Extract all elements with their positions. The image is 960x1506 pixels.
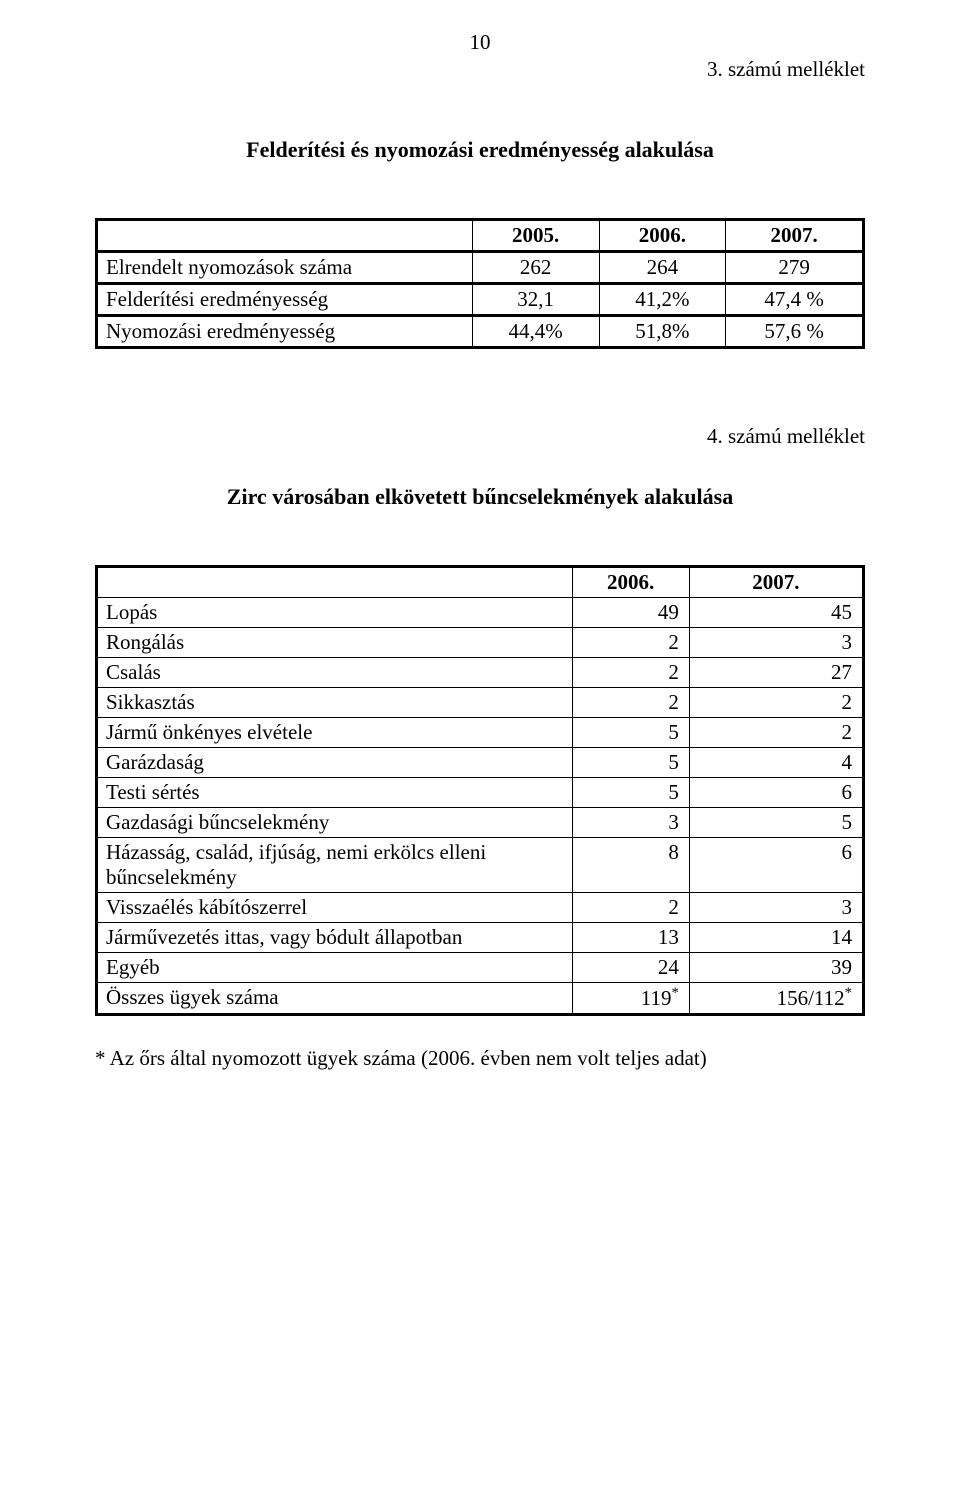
table-header-cell: 2005. bbox=[472, 220, 599, 252]
table-row: Házasság, család, ifjúság, nemi erkölcs … bbox=[97, 838, 864, 893]
total-2007: 156/112 bbox=[777, 986, 845, 1010]
table-cell: 119* bbox=[572, 983, 689, 1015]
page-number: 10 bbox=[95, 30, 865, 55]
table-cell: Felderítési eredményesség bbox=[97, 284, 473, 316]
table-header-cell: 2006. bbox=[599, 220, 726, 252]
table-cell: Visszaélés kábítószerrel bbox=[97, 893, 573, 923]
table-row: Gazdasági bűncselekmény 3 5 bbox=[97, 808, 864, 838]
attachment-label-1: 3. számú melléklet bbox=[95, 57, 865, 82]
table-cell: 41,2% bbox=[599, 284, 726, 316]
table-cell: 39 bbox=[689, 953, 863, 983]
table-row: Felderítési eredményesség 32,1 41,2% 47,… bbox=[97, 284, 864, 316]
table-2: 2006. 2007. Lopás 49 45 Rongálás 2 3 Csa… bbox=[95, 565, 865, 1016]
table-cell: Jármű önkényes elvétele bbox=[97, 718, 573, 748]
table-cell: Rongálás bbox=[97, 628, 573, 658]
table-row: Rongálás 2 3 bbox=[97, 628, 864, 658]
table-cell: 44,4% bbox=[472, 316, 599, 348]
table-cell: 57,6 % bbox=[726, 316, 864, 348]
table-row: 2005. 2006. 2007. bbox=[97, 220, 864, 252]
table-cell: Lopás bbox=[97, 598, 573, 628]
table-cell: Házasság, család, ifjúság, nemi erkölcs … bbox=[97, 838, 573, 893]
table-cell: 47,4 % bbox=[726, 284, 864, 316]
table-cell: 6 bbox=[689, 838, 863, 893]
table-cell: Testi sértés bbox=[97, 778, 573, 808]
table-header-cell: 2006. bbox=[572, 567, 689, 598]
table-cell: Garázdaság bbox=[97, 748, 573, 778]
table-1: 2005. 2006. 2007. Elrendelt nyomozások s… bbox=[95, 218, 865, 349]
table-row: Garázdaság 5 4 bbox=[97, 748, 864, 778]
table-row: Lopás 49 45 bbox=[97, 598, 864, 628]
footnote-text: * Az őrs által nyomozott ügyek száma (20… bbox=[95, 1046, 865, 1071]
table-cell: 24 bbox=[572, 953, 689, 983]
table-cell: Összes ügyek száma bbox=[97, 983, 573, 1015]
table-header-cell bbox=[97, 220, 473, 252]
table-cell: 4 bbox=[689, 748, 863, 778]
table-cell: 5 bbox=[572, 778, 689, 808]
table-row: Nyomozási eredményesség 44,4% 51,8% 57,6… bbox=[97, 316, 864, 348]
table-header-cell: 2007. bbox=[726, 220, 864, 252]
table-row: Sikkasztás 2 2 bbox=[97, 688, 864, 718]
table-row: Összes ügyek száma 119* 156/112* bbox=[97, 983, 864, 1015]
attachment-label-2: 4. számú melléklet bbox=[95, 424, 865, 449]
table-cell: 13 bbox=[572, 923, 689, 953]
table-cell: Gazdasági bűncselekmény bbox=[97, 808, 573, 838]
table-cell: Egyéb bbox=[97, 953, 573, 983]
table-cell: 3 bbox=[689, 628, 863, 658]
table-cell: Elrendelt nyomozások száma bbox=[97, 252, 473, 284]
table-cell: 5 bbox=[572, 718, 689, 748]
table-cell: 6 bbox=[689, 778, 863, 808]
table-cell: Járművezetés ittas, vagy bódult állapotb… bbox=[97, 923, 573, 953]
table-row: Testi sértés 5 6 bbox=[97, 778, 864, 808]
table-cell: 3 bbox=[689, 893, 863, 923]
table-cell: 51,8% bbox=[599, 316, 726, 348]
footnote-marker: * bbox=[671, 985, 678, 1001]
table-cell: 5 bbox=[572, 748, 689, 778]
table-row: Elrendelt nyomozások száma 262 264 279 bbox=[97, 252, 864, 284]
table-cell: 279 bbox=[726, 252, 864, 284]
table-cell: 49 bbox=[572, 598, 689, 628]
table-cell: 2 bbox=[689, 688, 863, 718]
table-cell: 45 bbox=[689, 598, 863, 628]
document-page: 10 3. számú melléklet Felderítési és nyo… bbox=[0, 0, 960, 1506]
table-cell: 5 bbox=[689, 808, 863, 838]
total-2006: 119 bbox=[641, 986, 672, 1010]
table-cell: 2 bbox=[572, 628, 689, 658]
footnote-marker: * bbox=[845, 985, 852, 1001]
table-row: 2006. 2007. bbox=[97, 567, 864, 598]
table-cell: 27 bbox=[689, 658, 863, 688]
table-cell: 8 bbox=[572, 838, 689, 893]
table-row: Járművezetés ittas, vagy bódult állapotb… bbox=[97, 923, 864, 953]
table-row: Csalás 2 27 bbox=[97, 658, 864, 688]
table-cell: 2 bbox=[572, 688, 689, 718]
table-header-cell: 2007. bbox=[689, 567, 863, 598]
table-cell: 262 bbox=[472, 252, 599, 284]
table-cell: 2 bbox=[572, 893, 689, 923]
table-row: Jármű önkényes elvétele 5 2 bbox=[97, 718, 864, 748]
section2-title: Zirc városában elkövetett bűncselekménye… bbox=[95, 484, 865, 510]
table-row: Visszaélés kábítószerrel 2 3 bbox=[97, 893, 864, 923]
table-cell: 14 bbox=[689, 923, 863, 953]
table-cell: Sikkasztás bbox=[97, 688, 573, 718]
table-cell: 2 bbox=[689, 718, 863, 748]
table-cell: Nyomozási eredményesség bbox=[97, 316, 473, 348]
table-cell: 156/112* bbox=[689, 983, 863, 1015]
table-cell: 264 bbox=[599, 252, 726, 284]
table-cell: 32,1 bbox=[472, 284, 599, 316]
table-header-cell bbox=[97, 567, 573, 598]
table-cell: Csalás bbox=[97, 658, 573, 688]
table-row: Egyéb 24 39 bbox=[97, 953, 864, 983]
section1-title: Felderítési és nyomozási eredményesség a… bbox=[95, 137, 865, 163]
table-cell: 3 bbox=[572, 808, 689, 838]
table-cell: 2 bbox=[572, 658, 689, 688]
